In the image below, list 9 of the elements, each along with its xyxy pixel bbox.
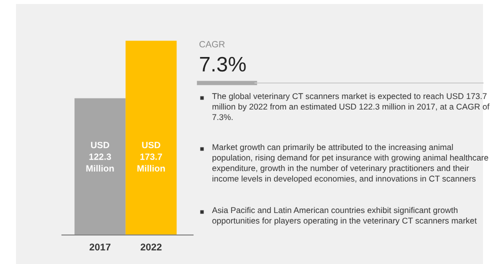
text: The global veterinary CT scanners market is expected to reach USD 173.7 million by 2022 from an estimated USD 122.3 million in 2017, at a CAGR of 7.3%. (212, 93, 490, 120)
x-tick-label: 2017 (90, 244, 110, 250)
text: 7.3% (200, 56, 246, 72)
text: Asia Pacific and Latin American countries exhibit significant growth opportunities for players operating in the veterinary CT scanners market (212, 207, 477, 226)
x-tick-label: 2022 (140, 244, 162, 250)
data-label: USD 173.7 Million (137, 142, 165, 172)
text: CAGR (199, 41, 225, 48)
text: Market growth can primarily be attributed to the increasing animal population, rising demand for pet insurance with growing animal healthcare expenditure, growth in the number of veterinary practitioners and their income levels in developed economies, and innovations in CT scanners (212, 144, 488, 184)
data-label: USD 122.3 Million (86, 142, 114, 172)
